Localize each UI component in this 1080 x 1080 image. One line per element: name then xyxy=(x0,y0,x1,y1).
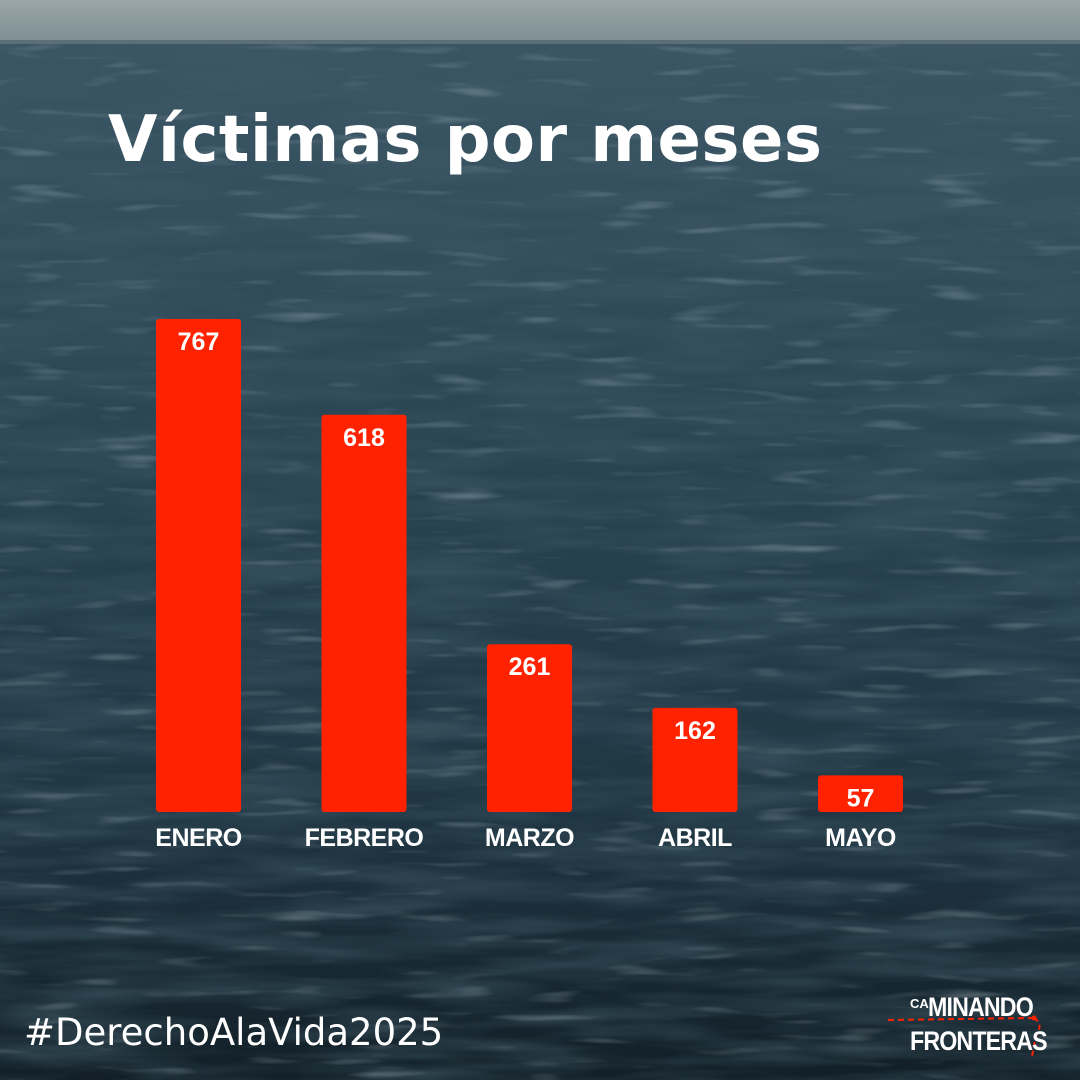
category-label: MARZO xyxy=(485,824,574,852)
logo-text-line1: MINANDO xyxy=(928,992,1034,1022)
bar-value-label: 767 xyxy=(178,328,220,356)
bar-value-label: 162 xyxy=(674,717,716,745)
logo-text-small: CA xyxy=(910,996,929,1011)
category-label: ENERO xyxy=(155,824,241,852)
bar-value-label: 261 xyxy=(509,653,551,681)
logo-text-line2: FRONTERAS xyxy=(910,1026,1048,1056)
caminando-fronteras-logo: CA MINANDO FRONTERAS xyxy=(884,990,1052,1068)
category-label: FEBRERO xyxy=(305,824,424,852)
category-label: MAYO xyxy=(825,824,896,852)
bar-abril xyxy=(652,707,738,812)
bar-enero xyxy=(156,319,241,812)
bar-febrero xyxy=(321,414,407,812)
bar-value-label: 57 xyxy=(847,784,875,812)
logo-dashed-line-icon xyxy=(887,1015,1041,1057)
hashtag-text: #DerechoAlaVida2025 xyxy=(24,1011,444,1054)
bar-mayo xyxy=(818,775,903,812)
bar-marzo xyxy=(487,644,572,812)
category-label: ABRIL xyxy=(658,824,732,852)
bar-value-label: 618 xyxy=(343,424,385,452)
chart-title: Víctimas por meses xyxy=(108,103,823,177)
